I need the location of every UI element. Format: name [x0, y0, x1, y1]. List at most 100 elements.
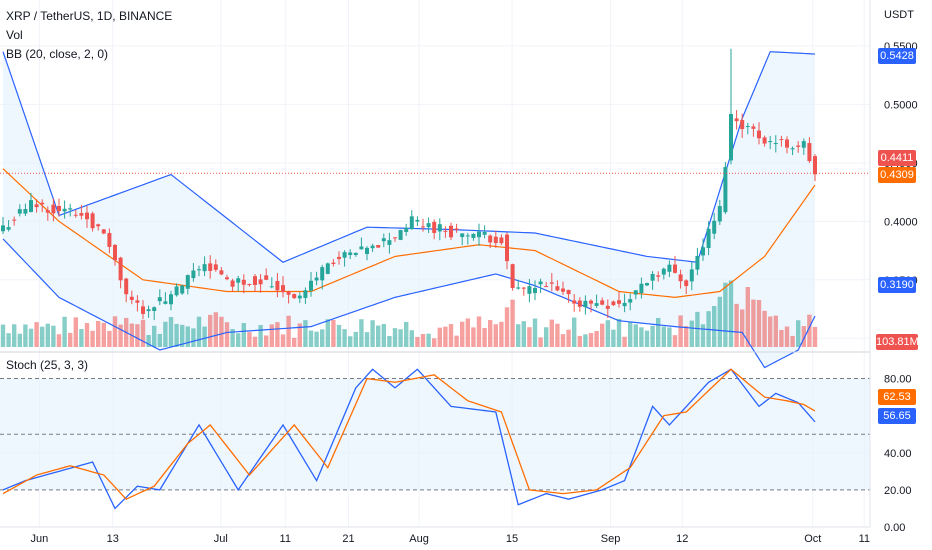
volume-bar: [398, 329, 403, 347]
volume-bar: [303, 320, 308, 347]
volume-bar: [521, 321, 526, 347]
volume-bar: [566, 329, 571, 347]
volume-bar: [409, 330, 414, 347]
volume-bar: [51, 325, 56, 347]
volume-bar: [6, 333, 11, 347]
volume-bar: [644, 330, 650, 347]
stoch-k-line: [2, 368, 816, 510]
candle-body: [600, 300, 605, 305]
volume-bar: [583, 334, 588, 347]
volume-bar: [73, 317, 78, 347]
candle-body: [555, 286, 560, 291]
candle-body: [488, 235, 493, 243]
candle-body: [241, 279, 246, 285]
candle-body: [213, 264, 218, 270]
candle-body: [701, 247, 705, 256]
candle-body: [605, 305, 610, 309]
candle-body: [684, 280, 689, 287]
volume-bar: [773, 315, 778, 347]
volume-bar: [230, 329, 235, 347]
candle-body: [706, 228, 711, 249]
candle-body: [101, 229, 106, 234]
bollinger-legend[interactable]: BB (20, close, 2, 0): [6, 47, 109, 61]
candle-body: [773, 143, 778, 145]
candle-body: [370, 245, 375, 249]
volume-bar: [443, 326, 448, 347]
candle-body: [678, 274, 683, 282]
symbol-title[interactable]: XRP / TetherUS, 1D, BINANCE: [6, 9, 173, 23]
volume-bar: [252, 336, 258, 347]
volume-bar: [504, 307, 510, 347]
volume-bar: [264, 335, 269, 347]
candle-body: [751, 126, 756, 129]
candle-body: [656, 275, 661, 277]
candle-body: [723, 167, 728, 213]
candle-body: [90, 213, 95, 229]
volume-bar: [23, 324, 28, 347]
volume-bar: [544, 327, 549, 347]
volume-bar: [812, 326, 818, 347]
volume-bar: [700, 324, 706, 347]
stoch-pane: [0, 368, 870, 510]
bollinger-upper-line: [2, 51, 816, 263]
candle-body: [141, 306, 145, 314]
candle-body: [465, 235, 470, 237]
stoch-tick-label: 80.00: [884, 374, 912, 386]
candle-body: [667, 264, 672, 272]
volume-bar: [717, 296, 722, 347]
volume-bar: [157, 333, 162, 347]
volume-bar: [594, 330, 599, 347]
volume-bar: [471, 327, 476, 347]
candle-body: [169, 294, 173, 305]
candle-body: [661, 268, 666, 275]
stoch-tick-label: 0.00: [884, 522, 905, 534]
volume-bar: [493, 324, 498, 347]
volume-bar: [415, 336, 420, 347]
volume-bar: [191, 328, 196, 347]
volume-legend[interactable]: Vol: [6, 28, 23, 42]
time-tick-label: Aug: [409, 533, 429, 545]
last-price-tag: 0.4411: [878, 150, 916, 166]
candle-body: [443, 230, 448, 232]
candle-body: [437, 224, 442, 232]
bollinger-lower-line: [2, 238, 816, 369]
volume-bar: [622, 336, 627, 347]
volume-bar: [600, 323, 605, 347]
candle-body: [577, 300, 582, 307]
candle-body: [157, 297, 162, 302]
candle-body: [365, 247, 369, 255]
candle-body: [639, 283, 644, 293]
candle-body: [12, 219, 17, 221]
candle-body: [617, 300, 621, 304]
volume-bar: [779, 329, 784, 347]
volume-bar: [68, 332, 73, 347]
volume-bar: [163, 321, 168, 347]
candle-body: [264, 275, 269, 280]
volume-bar: [140, 319, 146, 347]
volume-bar: [45, 323, 50, 347]
volume-bar: [40, 326, 45, 347]
volume-bar: [633, 324, 638, 347]
time-tick-label: 13: [107, 533, 119, 545]
candle-body: [779, 139, 784, 141]
candle-body: [191, 270, 196, 279]
stoch-axis: 80.00 40.00 20.00 0.00: [884, 374, 912, 534]
candle-body: [645, 283, 649, 286]
candle-body: [219, 270, 224, 275]
candle-body: [152, 307, 157, 312]
volume-bar: [247, 332, 252, 347]
volume-bar: [454, 335, 459, 347]
stoch-legend[interactable]: Stoch (25, 3, 3): [6, 358, 89, 372]
candle-body: [533, 287, 537, 294]
candle-body: [124, 278, 129, 295]
candle-body: [359, 246, 364, 250]
volume-bar: [297, 323, 302, 347]
candle-body: [292, 294, 297, 299]
time-tick-label: Jun: [31, 533, 49, 545]
volume-bar: [650, 325, 655, 347]
volume-bar: [208, 314, 213, 347]
volume-bar: [672, 335, 678, 347]
candle-body: [633, 290, 638, 295]
volume-bar: [79, 328, 84, 347]
